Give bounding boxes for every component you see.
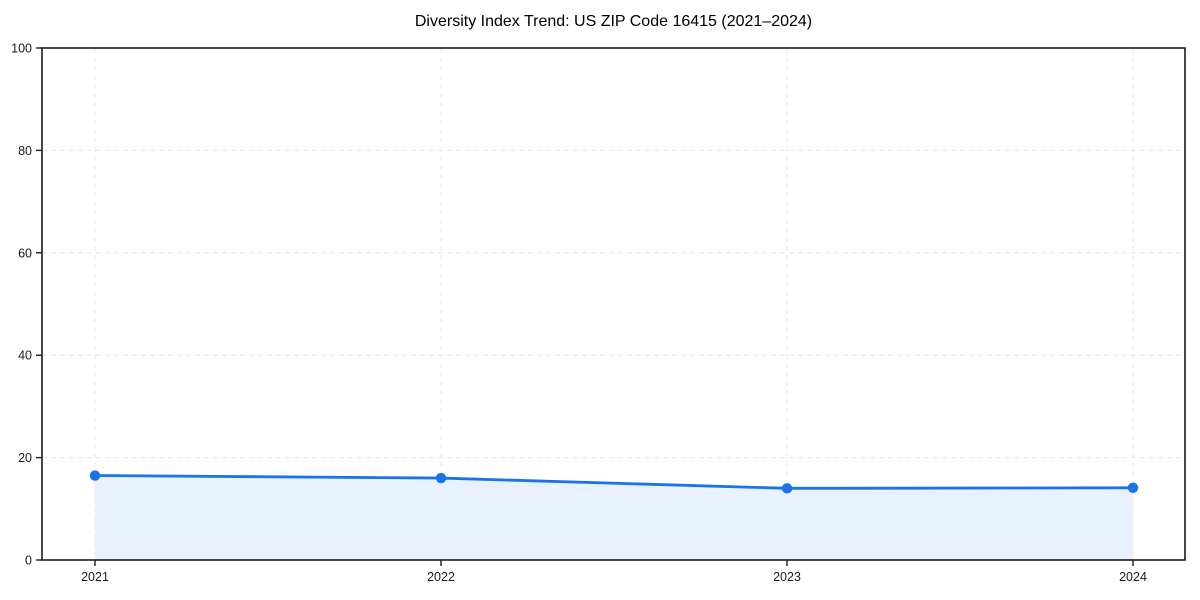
data-point — [89, 470, 101, 481]
x-axis-tick-label: 2022 — [427, 570, 455, 584]
axes-frame — [41, 47, 1186, 561]
y-axis-tick-label: 20 — [18, 451, 32, 465]
trend-line — [93, 474, 1135, 490]
y-axis-tick-label: 40 — [18, 349, 32, 363]
y-axis-tick-label: 80 — [18, 144, 32, 158]
x-axis-tick-label: 2021 — [81, 570, 109, 584]
area-fill — [95, 475, 1133, 560]
y-axis-tick-label: 0 — [25, 554, 32, 568]
x-axis-tick-label: 2023 — [773, 570, 801, 584]
y-axis-tick-label: 60 — [18, 246, 32, 260]
x-axis-tick-label: 2024 — [1119, 570, 1147, 584]
y-axis-tick-label: 100 — [11, 42, 32, 56]
data-point — [1127, 482, 1139, 494]
data-point — [781, 483, 793, 494]
chart-title: Diversity Index Trend: US ZIP Code 16415… — [414, 13, 813, 30]
data-point — [435, 472, 447, 484]
